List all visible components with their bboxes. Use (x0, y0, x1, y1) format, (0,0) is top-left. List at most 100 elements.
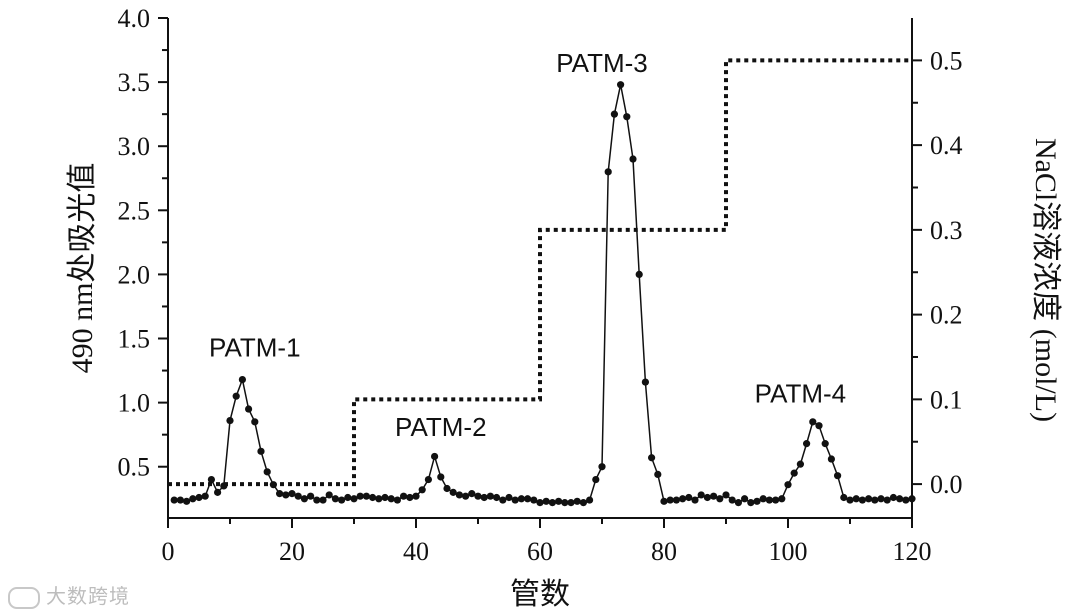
absorbance-point (610, 110, 619, 118)
absorbance-point (542, 497, 550, 505)
absorbance-point (827, 455, 836, 463)
absorbance-point (362, 492, 370, 500)
absorbance-point (517, 495, 526, 503)
absorbance-point (772, 496, 780, 504)
absorbance-point (586, 496, 594, 504)
absorbance-point (232, 392, 240, 400)
absorbance-point (846, 496, 854, 504)
absorbance-point (189, 495, 197, 503)
absorbance-point (815, 422, 823, 430)
absorbance-point (778, 495, 786, 503)
absorbance-point (183, 497, 191, 505)
absorbance-point (238, 375, 246, 384)
y-tick-label: 4.0 (118, 4, 151, 33)
absorbance-point (790, 469, 798, 477)
watermark: 大数跨境 (8, 580, 130, 609)
absorbance-point (350, 495, 358, 503)
y-tick-label: 2.0 (118, 260, 151, 289)
absorbance-point (734, 499, 743, 507)
absorbance-point (313, 496, 321, 504)
absorbance-point (555, 497, 563, 505)
absorbance-point (834, 472, 842, 480)
absorbance-point (716, 495, 724, 503)
absorbance-point (809, 418, 817, 426)
absorbance-point (499, 496, 507, 504)
y2-tick-label: 0.5 (930, 46, 963, 75)
absorbance-point (325, 491, 333, 499)
absorbance-point (257, 447, 265, 455)
absorbance-point (400, 492, 408, 500)
absorbance-point (511, 496, 519, 504)
x-tick-label: 20 (279, 537, 305, 566)
y2-tick-label: 0.1 (930, 385, 963, 414)
absorbance-point (530, 496, 538, 504)
absorbance-point (852, 495, 860, 503)
absorbance-point (685, 493, 693, 502)
absorbance-point (579, 499, 588, 507)
absorbance-point (424, 475, 432, 484)
absorbance-point (176, 496, 184, 504)
absorbance-point (902, 496, 910, 504)
absorbance-point (331, 495, 339, 503)
y-tick-label: 0.5 (118, 453, 151, 482)
absorbance-point (765, 496, 774, 504)
peak-label: PATM-4 (755, 379, 846, 409)
absorbance-point (486, 492, 494, 500)
absorbance-point (288, 490, 296, 498)
absorbance-point (524, 495, 532, 503)
absorbance-point (629, 155, 637, 163)
absorbance-line (174, 84, 913, 504)
absorbance-point (338, 496, 346, 504)
absorbance-point (443, 484, 451, 493)
absorbance-point (468, 490, 476, 498)
absorbance-point (784, 481, 792, 489)
absorbance-point (245, 405, 253, 413)
absorbance-point (567, 499, 575, 507)
absorbance-point (449, 488, 457, 496)
x-axis-title: 管数 (510, 578, 570, 611)
absorbance-point (679, 495, 687, 503)
y2-tick-label: 0.3 (930, 216, 963, 245)
absorbance-point (431, 452, 439, 461)
absorbance-point (753, 497, 761, 505)
axes (158, 17, 922, 528)
absorbance-point (896, 495, 904, 503)
absorbance-point (877, 495, 885, 503)
absorbance-point (375, 495, 383, 503)
absorbance-point (803, 440, 811, 448)
absorbance-point (207, 475, 215, 484)
absorbance-point (883, 496, 891, 504)
y-tick-label: 1.0 (118, 389, 151, 418)
x-tick-label: 100 (769, 537, 808, 566)
absorbance-point (741, 495, 749, 503)
x-tick-label: 80 (651, 537, 677, 566)
absorbance-point (840, 493, 848, 502)
watermark-logo-icon (8, 586, 40, 609)
absorbance-point (604, 168, 612, 176)
absorbance-point (387, 495, 395, 503)
watermark-text: 大数跨境 (46, 584, 130, 608)
absorbance-point (865, 495, 873, 503)
absorbance-point (796, 460, 805, 468)
absorbance-point (356, 492, 364, 500)
x-tick-label: 60 (527, 537, 553, 566)
y-tick-label: 3.0 (118, 132, 151, 161)
y-tick-label: 2.5 (118, 196, 151, 225)
absorbance-point (536, 499, 544, 507)
chart-labels: 0 20 40 60 80 100 120 0.5 1.0 1.5 2.0 2.5 3.0 3.5 4.0 0… (66, 4, 1062, 611)
absorbance-point (889, 493, 898, 502)
absorbance-point (660, 497, 668, 505)
absorbance-point (393, 496, 401, 504)
absorbance-point (505, 493, 513, 502)
absorbance-point (722, 491, 730, 499)
absorbance-point (300, 495, 308, 503)
absorbance-point (747, 499, 755, 507)
y-axis-title: 490 nm处吸光值 (66, 163, 99, 374)
absorbance-point (908, 495, 916, 503)
peak-label: PATM-1 (209, 332, 300, 362)
y2-tick-label: 0.0 (930, 470, 963, 499)
absorbance-point (412, 492, 420, 500)
absorbance-point (381, 493, 389, 502)
absorbance-point (307, 492, 315, 500)
